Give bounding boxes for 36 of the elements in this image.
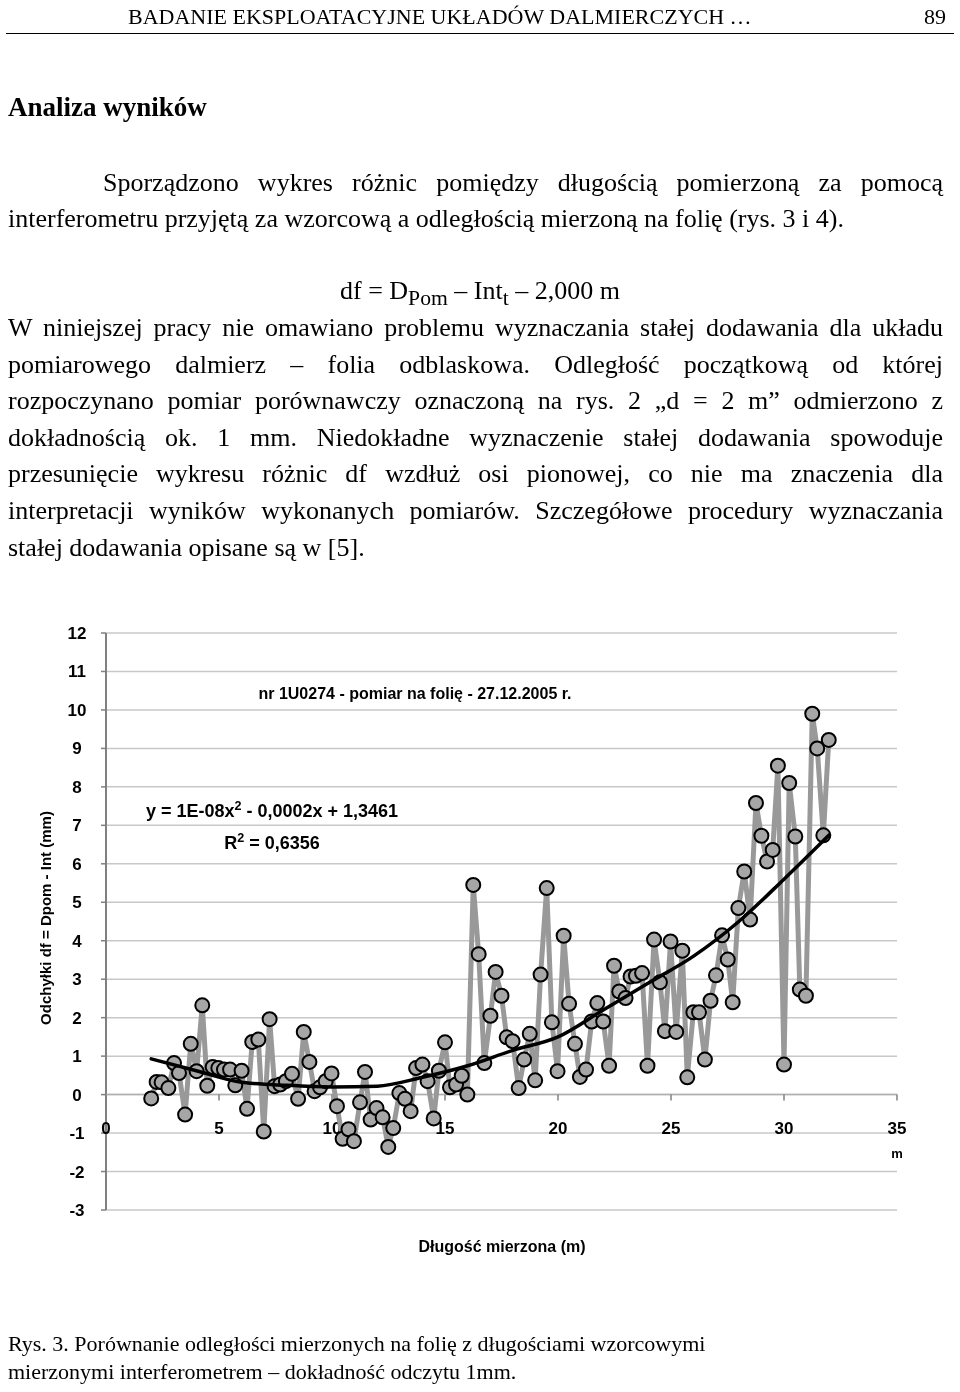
x-tick-label: 5 bbox=[214, 1118, 224, 1138]
y-tick-label: -3 bbox=[69, 1201, 85, 1220]
text: df = D$_{Pom}$ – Int$_{t}$ – 2,000 m bbox=[339, 276, 621, 312]
y-tick-label: 12 bbox=[67, 624, 87, 643]
y-tick-label: 7 bbox=[72, 816, 82, 836]
y-tick-label: 8 bbox=[72, 777, 82, 797]
text: 89 bbox=[924, 4, 946, 30]
text: W niniejszej pracy nie omawiano problemu wyznaczania stałej dodawania dla układu pomiarowego dalmierz – folia odblaskowa. Odległość początkową od której rozpoczynano pomiar porównawczy oznaczoną na rys. 2 „d = 2 m” odmierzono z dokładnością ok. 1 mm. Niedokładne wyznaczenie stałej dodawania spowoduje przesunięcie wykresu różnic df wzdłuż osi pionowej, co nie ma znaczenia dla interpretacji wyników wykonanych pomiarów. Szczegółowe procedury wyznaczania stałej dodawania opisane są w [5]. bbox=[8, 312, 943, 564]
y-tick-label: 6 bbox=[72, 854, 82, 874]
y-tick-label: -1 bbox=[69, 1124, 85, 1144]
x-tick-label: 35 bbox=[887, 1118, 907, 1138]
y-axis-title: Odchyłki df = Dpom - Int (mm) bbox=[37, 811, 54, 1025]
y-tick-label: -2 bbox=[69, 1162, 85, 1182]
text: Rys. 3. Porównanie odległości mierzonych na folię z długościami wzorcowymi mierzonymi interferometrem – dokładność odczytu 1mm. bbox=[8, 1330, 707, 1386]
x-tick-label: 25 bbox=[661, 1118, 681, 1138]
y-tick-label: 9 bbox=[72, 739, 82, 759]
y-tick-label: 2 bbox=[72, 1008, 82, 1028]
annotation: m bbox=[891, 1145, 903, 1161]
text: Sporządzono wykres różnic pomiędzy długością pomierzoną za pomocą interferometru przyjętą za wzorcową a odległością mierzoną na folię (rys. 3 i 4). bbox=[8, 167, 943, 235]
y-tick-label: 5 bbox=[72, 893, 82, 913]
x-axis-title: Długość mierzona (m) bbox=[418, 1238, 586, 1255]
text: nr 1U0274 - pomiar na folię - 27.12.2005 r. bbox=[258, 685, 572, 702]
annotation: y = 1E-08x$^{2}$ - 0,0002x + 1,3461 bbox=[145, 799, 399, 821]
y-tick-label: 3 bbox=[72, 970, 82, 990]
y-tick-label: 10 bbox=[67, 700, 87, 720]
y-tick-label: 1 bbox=[72, 1047, 82, 1067]
x-tick-label: 20 bbox=[548, 1118, 568, 1138]
y-tick-label: 4 bbox=[72, 931, 83, 951]
x-tick-label: 0 bbox=[101, 1118, 111, 1138]
x-tick-label: 30 bbox=[774, 1118, 794, 1138]
y-tick-label: 0 bbox=[72, 1085, 82, 1105]
x-tick-label: 15 bbox=[435, 1118, 455, 1138]
y-tick-label: 11 bbox=[68, 662, 86, 682]
text: Analiza wyników bbox=[8, 92, 207, 123]
annotation: R$^{2}$ = 0,6356 bbox=[224, 831, 320, 853]
text: BADANIE EKSPLOATACYJNE UKŁADÓW DALMIERCZYCH … bbox=[128, 4, 752, 30]
